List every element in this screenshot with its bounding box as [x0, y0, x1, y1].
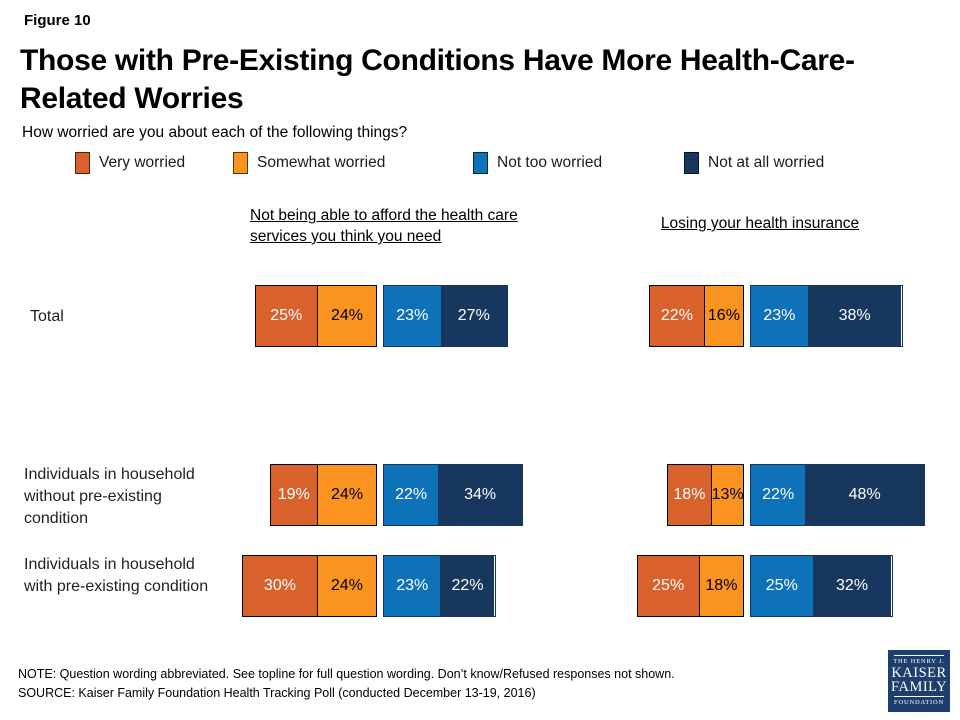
- row-label-total: Total: [30, 308, 64, 325]
- logo-line-henry-j: THE HENRY J.: [893, 658, 945, 665]
- bar-segment-not-too-worried: 23%: [384, 556, 441, 616]
- bar-segment-not-too-worried: 25%: [751, 556, 813, 616]
- bar-segment-somewhat-worried: 24%: [316, 286, 376, 346]
- bar-segment-not-too-worried: 23%: [384, 286, 441, 346]
- bar-segment-very-worried: 19%: [270, 465, 318, 525]
- logo-rule: [894, 655, 944, 656]
- logo-line-family: FAMILY: [891, 679, 948, 695]
- bar-group-worried: 30% 24%: [242, 555, 377, 617]
- column-header-losing-insurance: Losing your health insurance: [660, 215, 860, 232]
- bar-segment-not-at-all-worried: 48%: [805, 465, 924, 525]
- bar-group-worried: 19% 24%: [269, 464, 377, 526]
- row-label-with-preexisting: Individuals in household with pre-existi…: [24, 556, 209, 595]
- row-label-without-preexisting: Individuals in household without pre-exi…: [24, 466, 195, 527]
- bar-segment-not-too-worried: 22%: [384, 465, 439, 525]
- bar-segment-very-worried: 30%: [243, 556, 317, 616]
- bar-group-worried: 18% 13%: [666, 464, 744, 526]
- bar-segment-somewhat-worried: 13%: [711, 465, 744, 525]
- title-line-1: Those with Pre-Existing Conditions Have …: [20, 44, 855, 77]
- source-text: SOURCE: Kaiser Family Foundation Health …: [18, 686, 536, 700]
- subtitle: How worried are you about each of the fo…: [22, 124, 408, 141]
- kaiser-family-foundation-logo: THE HENRY J. KAISER FAMILY FOUNDATION: [888, 650, 950, 712]
- bar-group-not-worried: 23% 22%: [383, 555, 496, 617]
- bar-group-not-worried: 22% 48%: [750, 464, 925, 526]
- legend-item-very-worried: Very worried: [75, 151, 185, 175]
- bar-segment-not-at-all-worried: 34%: [438, 465, 522, 525]
- legend-swatch-very-worried: [75, 152, 90, 174]
- legend-item-somewhat-worried: Somewhat worried: [233, 151, 385, 175]
- bar-segment-not-at-all-worried: 27%: [440, 286, 507, 346]
- title-line-2: Related Worries: [20, 82, 244, 115]
- bar-segment-very-worried: 25%: [637, 556, 699, 616]
- legend-label: Not at all worried: [708, 154, 825, 171]
- bar-group-worried: 22% 16%: [649, 285, 744, 347]
- footnote-block: NOTE: Question wording abbreviated. See …: [18, 665, 888, 703]
- legend-label: Very worried: [99, 154, 186, 171]
- bar-group-worried: 25% 18%: [636, 555, 744, 617]
- legend-swatch-not-at-all-worried: [684, 152, 699, 174]
- bar-segment-very-worried: 22%: [650, 286, 704, 346]
- bar-segment-somewhat-worried: 24%: [316, 556, 376, 616]
- bar-group-not-worried: 25% 32%: [750, 555, 893, 617]
- note-text: NOTE: Question wording abbreviated. See …: [18, 667, 675, 681]
- logo-rule: [894, 696, 944, 697]
- bar-group-not-worried: 22% 34%: [383, 464, 523, 526]
- logo-line-foundation: FOUNDATION: [894, 699, 944, 706]
- logo-line-kaiser: KAISER: [891, 665, 947, 681]
- bar-segment-somewhat-worried: 24%: [317, 465, 376, 525]
- bar-segment-very-worried: 25%: [255, 286, 317, 346]
- bar-group-worried: 25% 24%: [254, 285, 377, 347]
- bar-group-not-worried: 23% 27%: [383, 285, 508, 347]
- bar-segment-somewhat-worried: 16%: [703, 286, 743, 346]
- column-header-afford-care: Not being able to afford the health care…: [250, 207, 518, 245]
- legend-swatch-somewhat-worried: [233, 152, 248, 174]
- legend-swatch-not-too-worried: [473, 152, 488, 174]
- bar-group-not-worried: 23% 38%: [750, 285, 903, 347]
- legend-label: Not too worried: [497, 154, 603, 171]
- figure-label: Figure 10: [24, 12, 91, 29]
- legend-label: Somewhat worried: [257, 154, 386, 171]
- bar-segment-not-too-worried: 22%: [751, 465, 806, 525]
- bar-segment-not-at-all-worried: 32%: [812, 556, 892, 616]
- legend-item-not-too-worried: Not too worried: [473, 151, 602, 175]
- legend-item-not-at-all-worried: Not at all worried: [684, 151, 824, 175]
- bar-segment-not-too-worried: 23%: [751, 286, 808, 346]
- bar-segment-very-worried: 18%: [667, 465, 712, 525]
- bar-segment-somewhat-worried: 18%: [698, 556, 743, 616]
- bar-segment-not-at-all-worried: 22%: [440, 556, 495, 616]
- bar-segment-not-at-all-worried: 38%: [807, 286, 902, 346]
- page-title: Those with Pre-Existing Conditions Have …: [20, 42, 940, 118]
